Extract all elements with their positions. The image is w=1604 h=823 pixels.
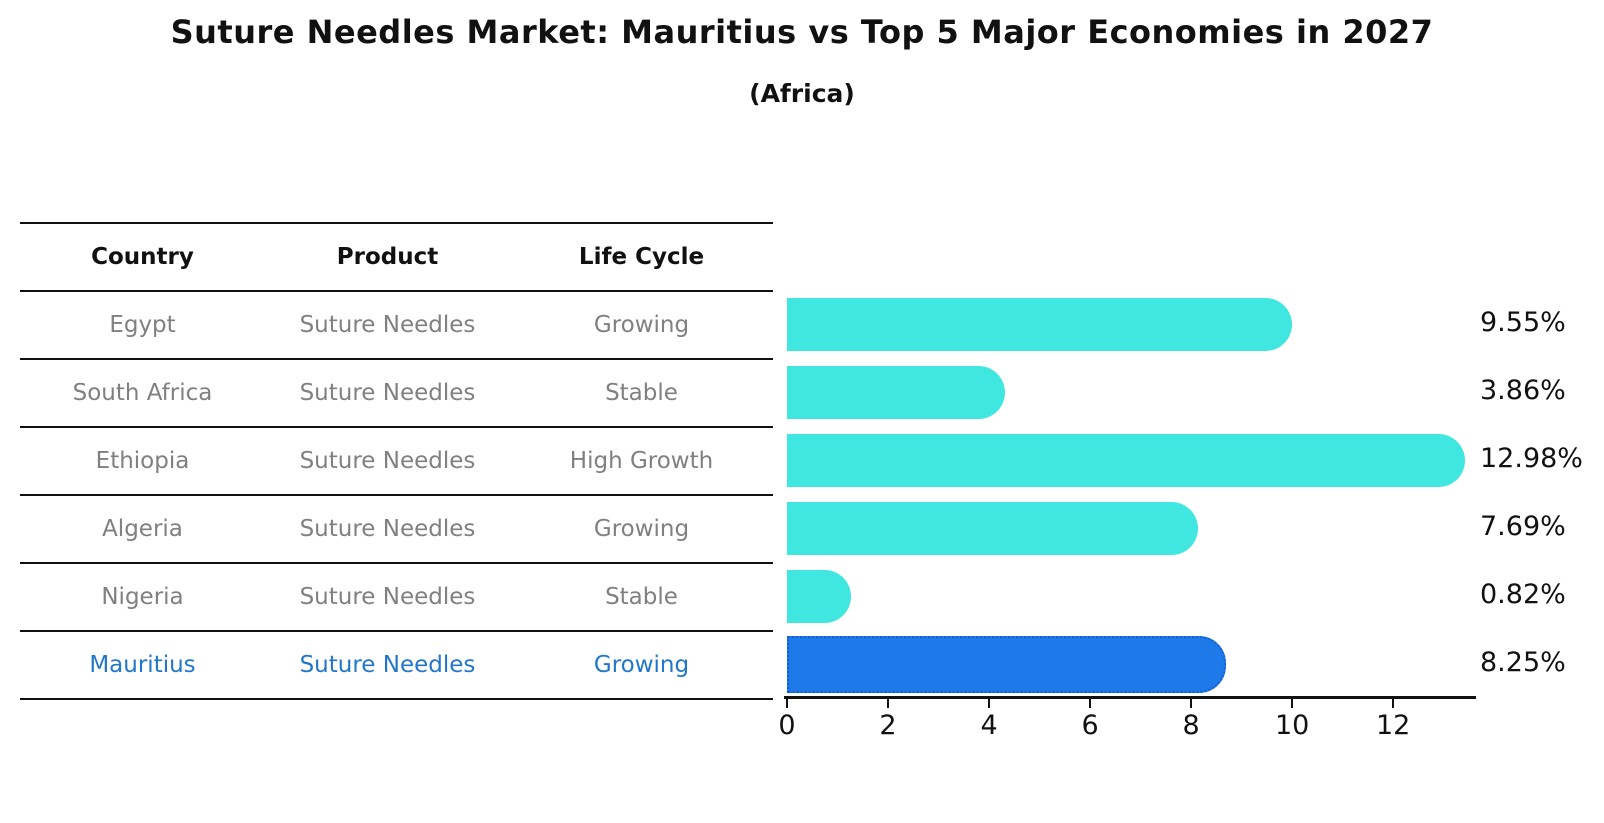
x-tick xyxy=(1190,699,1193,708)
cell-product: Suture Needles xyxy=(299,516,476,542)
bar-value-label: 9.55% xyxy=(1480,307,1566,338)
x-tick-label: 10 xyxy=(1274,710,1310,741)
table-row: Mauritius Suture Needles Growing xyxy=(20,632,773,700)
x-tick xyxy=(988,699,991,708)
table-row: Ethiopia Suture Needles High Growth xyxy=(20,428,773,496)
header-cell-product: Product xyxy=(336,244,439,270)
cell-country: Algeria xyxy=(102,516,183,542)
cell-product: Suture Needles xyxy=(299,380,476,406)
x-tick xyxy=(786,699,788,708)
table-row: Egypt Suture Needles Growing xyxy=(20,292,773,360)
cell-product: Suture Needles xyxy=(299,448,476,474)
table-row: South Africa Suture Needles Stable xyxy=(20,360,773,428)
bar-nigeria xyxy=(787,569,851,623)
cell-country: Egypt xyxy=(109,312,176,338)
x-tick xyxy=(887,699,890,708)
cell-life-cycle: Stable xyxy=(605,380,678,406)
bar-ethiopia xyxy=(787,433,1465,487)
cell-product: Suture Needles xyxy=(299,312,476,338)
bar-value-label: 0.82% xyxy=(1480,579,1566,610)
x-tick-label: 8 xyxy=(1182,710,1200,741)
x-tick xyxy=(1291,699,1294,708)
bar-value-label: 7.69% xyxy=(1480,511,1566,542)
table-row: Nigeria Suture Needles Stable xyxy=(20,564,773,632)
page-title: Suture Needles Market: Mauritius vs Top … xyxy=(170,13,1434,51)
x-tick-label: 6 xyxy=(1081,710,1099,741)
table-header-row: Country Product Life Cycle xyxy=(20,224,773,292)
table-rows: Egypt Suture Needles Growing South Afric… xyxy=(20,292,773,700)
cell-product: Suture Needles xyxy=(299,652,476,678)
bar-south-africa xyxy=(787,365,1005,419)
cell-life-cycle: High Growth xyxy=(569,448,714,474)
x-tick-label: 0 xyxy=(778,710,796,741)
cell-country: Nigeria xyxy=(101,584,184,610)
bar-value-label: 12.98% xyxy=(1480,443,1583,474)
cell-life-cycle: Growing xyxy=(593,312,690,338)
table-row: Algeria Suture Needles Growing xyxy=(20,496,773,564)
cell-country: South Africa xyxy=(72,380,213,406)
cell-life-cycle: Growing xyxy=(593,652,690,678)
header-cell-life-cycle: Life Cycle xyxy=(578,244,705,270)
x-tick-label: 4 xyxy=(980,710,998,741)
x-tick xyxy=(1392,699,1395,708)
cell-product: Suture Needles xyxy=(299,584,476,610)
header-cell-country: Country xyxy=(91,244,194,270)
cell-country: Ethiopia xyxy=(95,448,190,474)
country-table: Country Product Life Cycle Egypt Suture … xyxy=(20,222,773,700)
cell-life-cycle: Growing xyxy=(593,516,690,542)
cell-country: Mauritius xyxy=(89,652,196,678)
bar-egypt xyxy=(787,297,1292,351)
x-tick-label: 12 xyxy=(1375,710,1411,741)
page-subtitle: (Africa) xyxy=(749,79,855,108)
bar-algeria xyxy=(787,501,1198,555)
bar-value-label: 3.86% xyxy=(1480,375,1566,406)
x-tick xyxy=(1089,699,1092,708)
x-tick-label: 2 xyxy=(879,710,897,741)
x-axis-line xyxy=(784,696,1476,699)
cell-life-cycle: Stable xyxy=(605,584,678,610)
bar-value-label: 8.25% xyxy=(1480,647,1566,678)
bar-mauritius xyxy=(787,635,1226,693)
